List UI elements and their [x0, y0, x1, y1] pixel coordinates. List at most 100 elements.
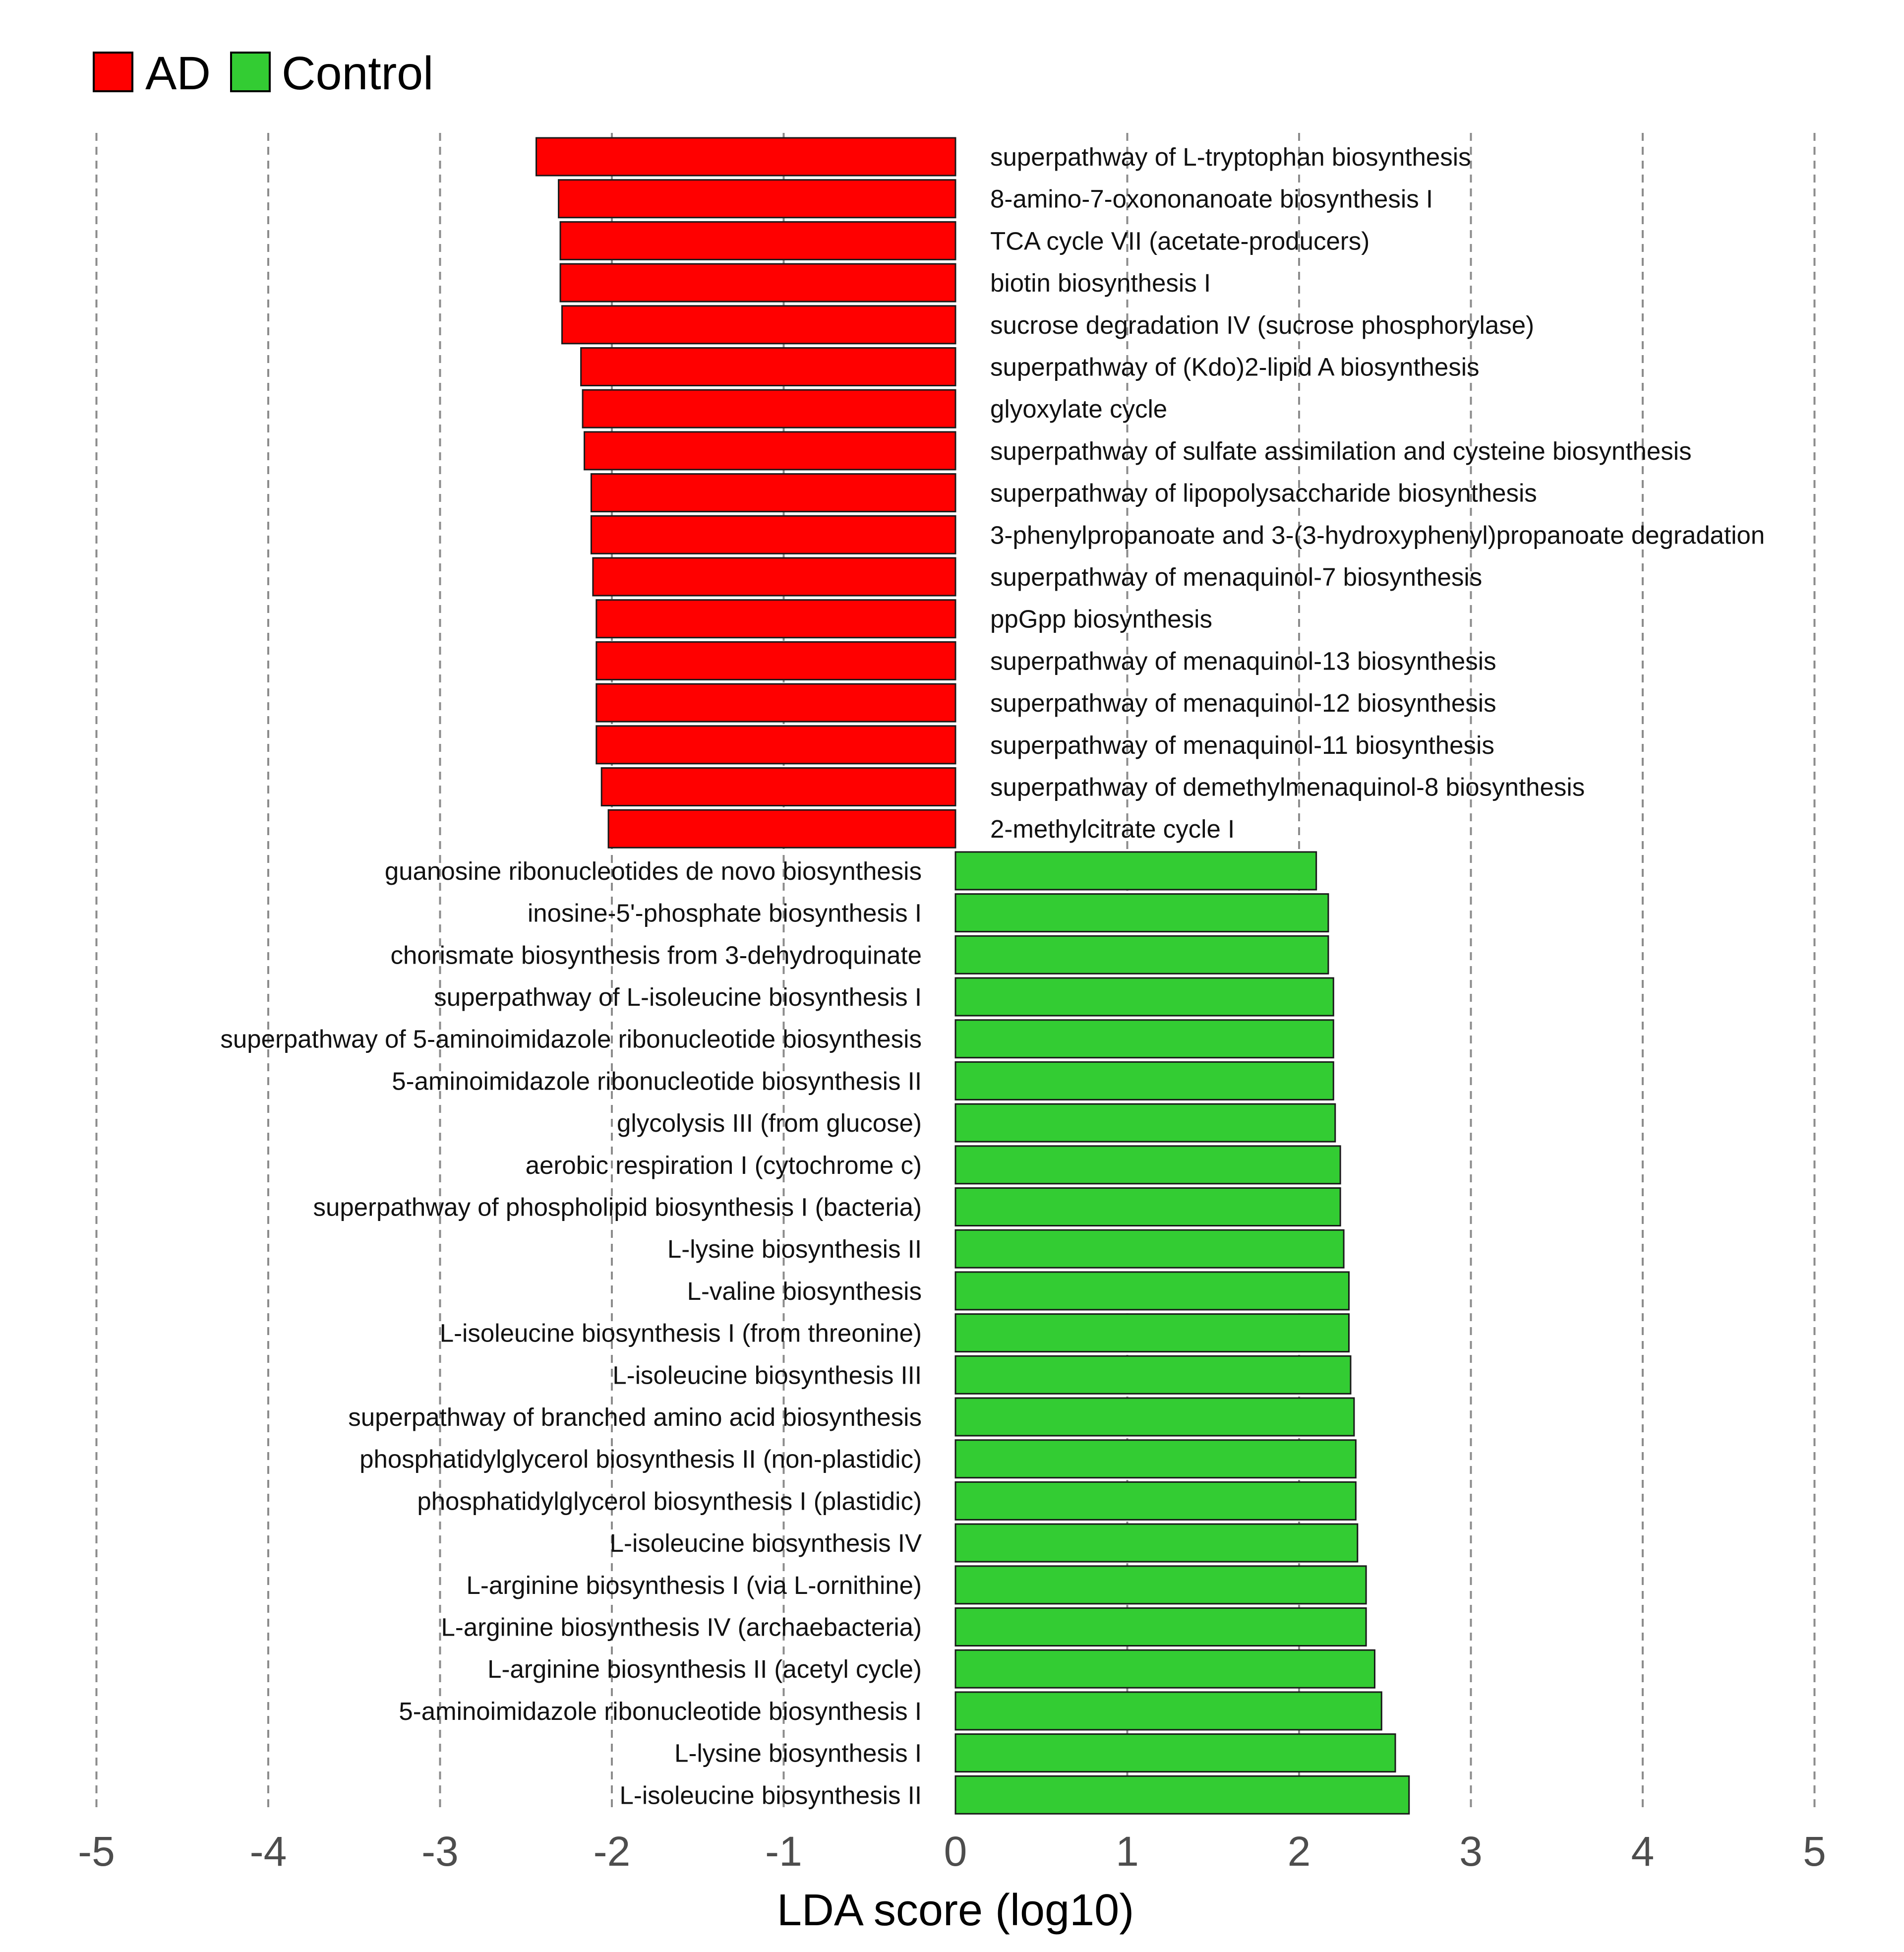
bars [536, 137, 1410, 1815]
bar [607, 809, 956, 849]
bar [954, 893, 1329, 933]
legend: AD Control [93, 47, 433, 100]
bar [954, 1019, 1334, 1059]
bar-label: L-isoleucine biosynthesis I (from threon… [440, 1319, 922, 1347]
bar-label: sucrose degradation IV (sucrose phosphor… [990, 311, 1534, 339]
bar-label: superpathway of menaquinol-13 biosynthes… [990, 647, 1496, 675]
bar-label: superpathway of L-isoleucine biosynthesi… [434, 983, 922, 1011]
bar [559, 263, 956, 303]
x-tick-label: 2 [1288, 1828, 1311, 1875]
bar-label: superpathway of menaquinol-12 biosynthes… [990, 689, 1496, 717]
bar [954, 1733, 1396, 1773]
x-tick-label: -4 [250, 1828, 287, 1875]
bar-label: L-arginine biosynthesis IV (archaebacter… [441, 1613, 922, 1642]
bar-label: chorismate biosynthesis from 3-dehydroqu… [390, 941, 922, 969]
bar-label: L-isoleucine biosynthesis IV [610, 1529, 922, 1557]
bar [954, 1313, 1350, 1353]
bar-label: phosphatidylglycerol biosynthesis I (pla… [417, 1487, 922, 1515]
x-tick-label: 1 [1116, 1828, 1139, 1875]
bar [590, 515, 956, 554]
bar-label: inosine-5'-phosphate biosynthesis I [528, 899, 922, 927]
bar-label: aerobic respiration I (cytochrome c) [526, 1151, 922, 1179]
x-tick-label: 4 [1631, 1828, 1655, 1875]
bar [954, 1271, 1350, 1311]
bar-labels: superpathway of L-tryptophan biosynthesi… [220, 143, 1765, 1809]
x-tick-label: -5 [78, 1828, 115, 1875]
bar-label: TCA cycle VII (acetate-producers) [990, 227, 1369, 255]
bar-label: L-arginine biosynthesis II (acetyl cycle… [487, 1655, 922, 1683]
bar [954, 1397, 1355, 1437]
bar [595, 599, 956, 639]
bar [954, 1355, 1352, 1395]
bar-label: superpathway of phospholipid biosynthesi… [313, 1193, 922, 1221]
x-axis-ticks: -5 -4 -3 -2 -1 0 1 2 3 4 5 [78, 1828, 1826, 1875]
x-tick-label: -2 [594, 1828, 631, 1875]
legend-label-ad: AD [145, 47, 211, 100]
bar-label: superpathway of menaquinol-7 biosynthesi… [990, 563, 1482, 591]
bar [595, 641, 956, 680]
x-tick-label: -3 [421, 1828, 459, 1875]
bar [954, 1691, 1382, 1731]
bar [582, 389, 956, 428]
bar [580, 347, 956, 386]
bar-label: 5-aminoimidazole ribonucleotide biosynth… [399, 1697, 922, 1725]
x-tick-label: 3 [1459, 1828, 1483, 1875]
bar-label: L-lysine biosynthesis II [667, 1235, 922, 1263]
bar [536, 137, 956, 177]
x-tick-label: 0 [944, 1828, 967, 1875]
bar [590, 473, 956, 513]
bar-label: glycolysis III (from glucose) [617, 1109, 922, 1137]
bar-label: biotin biosynthesis I [990, 269, 1211, 297]
bar-label: superpathway of 5-aminoimidazole ribonuc… [220, 1025, 922, 1053]
bar-label: guanosine ribonucleotides de novo biosyn… [385, 857, 922, 885]
x-tick-label: 5 [1803, 1828, 1826, 1875]
x-tick-label: -1 [765, 1828, 802, 1875]
bar-label: L-valine biosynthesis [687, 1277, 922, 1305]
bar [600, 767, 956, 806]
bar-label: phosphatidylglycerol biosynthesis II (no… [359, 1445, 922, 1473]
bar-label: superpathway of menaquinol-11 biosynthes… [990, 731, 1494, 759]
legend-swatch-control [230, 52, 271, 92]
bar [954, 977, 1334, 1017]
bar [595, 683, 956, 723]
bar [954, 1607, 1367, 1647]
bar [954, 935, 1329, 975]
bar [954, 851, 1317, 891]
bar-label: superpathway of (Kdo)2-lipid A biosynthe… [990, 353, 1480, 381]
bar-label: superpathway of lipopolysaccharide biosy… [990, 479, 1537, 507]
bar-label: superpathway of demethylmenaquinol-8 bio… [990, 773, 1585, 801]
bar-label: superpathway of sulfate assimilation and… [990, 437, 1692, 465]
bar [595, 725, 956, 765]
bar-label: 3-phenylpropanoate and 3-(3-hydroxypheny… [990, 521, 1765, 549]
bar [954, 1145, 1341, 1185]
bar-label: ppGpp biosynthesis [990, 605, 1212, 633]
bar [559, 221, 956, 260]
legend-swatch-ad [93, 52, 133, 92]
bar [592, 557, 956, 597]
bar-label: L-isoleucine biosynthesis II [620, 1781, 922, 1809]
bar [954, 1565, 1367, 1605]
bar [954, 1523, 1359, 1563]
bar [954, 1481, 1357, 1521]
bar-label: superpathway of branched amino acid bios… [348, 1403, 922, 1431]
bar-label: L-isoleucine biosynthesis III [612, 1361, 922, 1389]
x-axis-title: LDA score (log10) [777, 1886, 1134, 1935]
bar [954, 1187, 1341, 1226]
bar [954, 1775, 1410, 1815]
legend-label-control: Control [282, 47, 433, 100]
bar-label: 5-aminoimidazole ribonucleotide biosynth… [392, 1067, 922, 1095]
bar [954, 1229, 1345, 1269]
bar [561, 305, 956, 345]
bar-label: L-arginine biosynthesis I (via L-ornithi… [467, 1571, 922, 1599]
bar-label: 2-methylcitrate cycle I [990, 815, 1235, 843]
bar-label: L-lysine biosynthesis I [674, 1739, 922, 1768]
bar-label: glyoxylate cycle [990, 395, 1167, 423]
bar [584, 431, 956, 471]
bar-label: 8-amino-7-oxononanoate biosynthesis I [990, 185, 1433, 213]
bar [558, 179, 956, 219]
bar [954, 1103, 1336, 1143]
bar [954, 1061, 1334, 1100]
bar-label: superpathway of L-tryptophan biosynthesi… [990, 143, 1471, 171]
bar [954, 1649, 1375, 1689]
